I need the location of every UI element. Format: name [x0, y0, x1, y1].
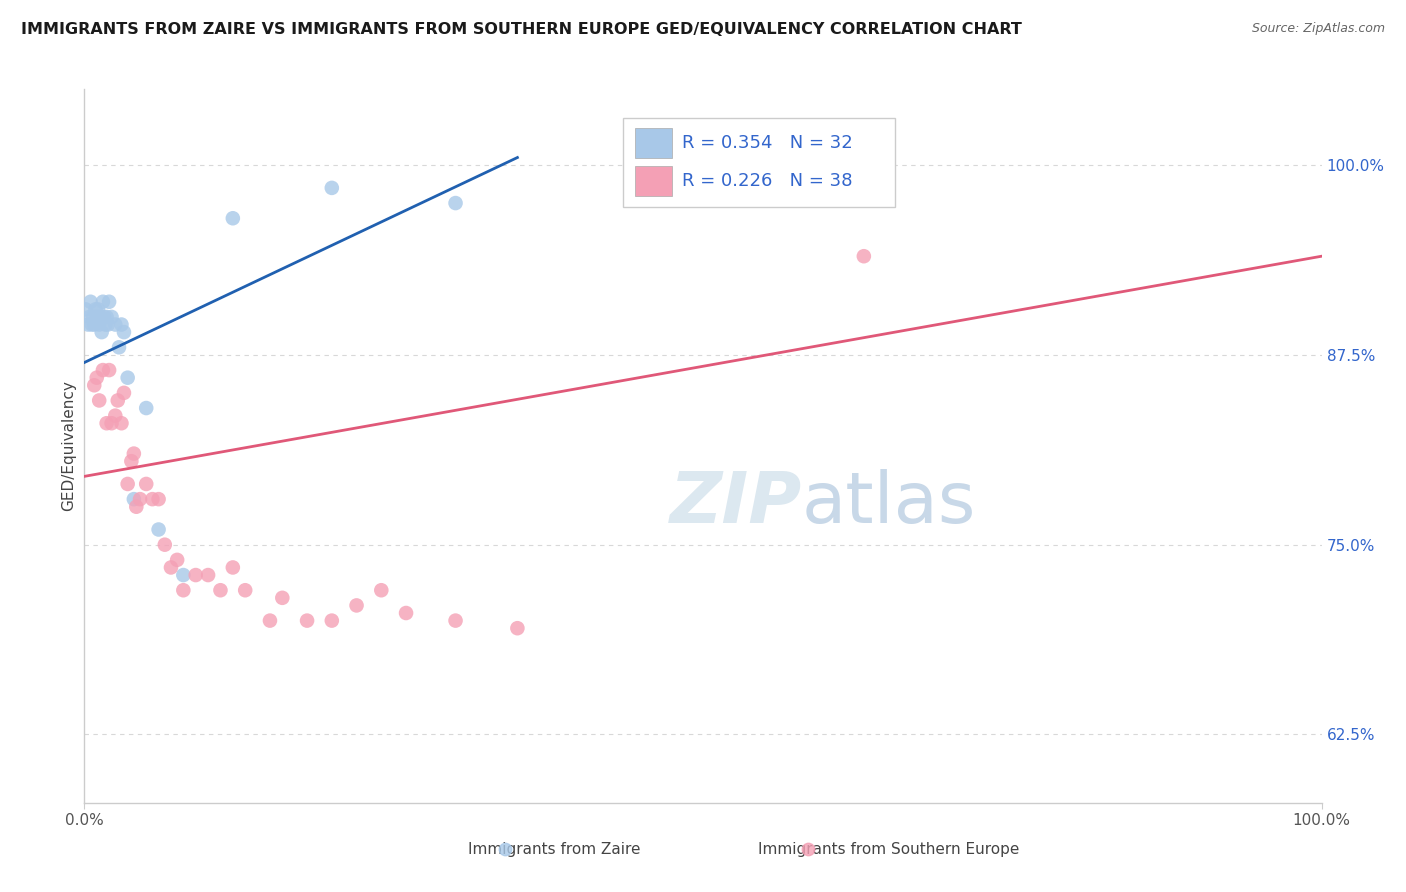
Point [852, 249, 875, 263]
Point [141, 492, 163, 507]
FancyBboxPatch shape [636, 128, 672, 159]
Point [129, 492, 152, 507]
Point [209, 583, 232, 598]
Point [166, 553, 188, 567]
Point [100, 310, 122, 324]
Point [271, 591, 294, 605]
Point [86, 370, 108, 384]
Point [80, 318, 103, 332]
Text: R = 0.354   N = 32: R = 0.354 N = 32 [682, 135, 852, 153]
Point [82, 310, 104, 324]
Point [135, 477, 157, 491]
Point [94, 318, 117, 332]
Point [93, 310, 115, 324]
Point [89, 310, 111, 324]
Point [97, 318, 120, 332]
Point [112, 325, 135, 339]
Point [135, 401, 157, 415]
Point [117, 477, 139, 491]
Point [83, 378, 105, 392]
Point [233, 583, 256, 598]
Point [153, 538, 176, 552]
Point [222, 211, 245, 226]
Text: ZIP: ZIP [669, 468, 801, 538]
Point [172, 568, 194, 582]
Point [104, 409, 127, 423]
Point [91, 363, 114, 377]
Text: IMMIGRANTS FROM ZAIRE VS IMMIGRANTS FROM SOUTHERN EUROPE GED/EQUIVALENCY CORRELA: IMMIGRANTS FROM ZAIRE VS IMMIGRANTS FROM… [21, 22, 1022, 37]
FancyBboxPatch shape [623, 118, 894, 207]
Point [86, 310, 108, 324]
Point [110, 416, 132, 430]
Y-axis label: GED/Equivalency: GED/Equivalency [60, 381, 76, 511]
Point [148, 492, 170, 507]
Point [120, 454, 142, 468]
Point [89, 393, 111, 408]
Point [89, 318, 111, 332]
Point [148, 523, 170, 537]
Text: R = 0.226   N = 38: R = 0.226 N = 38 [682, 172, 852, 190]
Point [112, 385, 135, 400]
Point [222, 560, 245, 574]
Point [370, 583, 392, 598]
Point [96, 310, 118, 324]
Point [122, 492, 145, 507]
Point [91, 294, 114, 309]
Text: Source: ZipAtlas.com: Source: ZipAtlas.com [1251, 22, 1385, 36]
Point [96, 416, 118, 430]
Point [107, 393, 129, 408]
Point [77, 318, 100, 332]
FancyBboxPatch shape [636, 166, 672, 196]
Point [321, 181, 343, 195]
Point [117, 370, 139, 384]
Point [295, 614, 318, 628]
Point [444, 614, 467, 628]
Point [160, 560, 183, 574]
Point [84, 302, 107, 317]
Point [87, 302, 110, 317]
Text: atlas: atlas [801, 468, 976, 538]
Point [90, 325, 112, 339]
Point [75, 302, 97, 317]
Point [79, 310, 101, 324]
Point [83, 318, 105, 332]
Point [108, 340, 131, 354]
Point [346, 599, 368, 613]
Point [172, 583, 194, 598]
Point [98, 294, 121, 309]
Text: Immigrants from Southern Europe: Immigrants from Southern Europe [758, 842, 1019, 856]
Point [259, 614, 281, 628]
Point [110, 318, 132, 332]
Point [395, 606, 418, 620]
Point [104, 318, 127, 332]
Point [184, 568, 207, 582]
Point [197, 568, 219, 582]
Point [506, 621, 529, 635]
Point [98, 363, 121, 377]
Point [444, 196, 467, 211]
Point [122, 447, 145, 461]
Point [79, 294, 101, 309]
Text: Immigrants from Zaire: Immigrants from Zaire [468, 842, 641, 856]
Point [125, 500, 148, 514]
Point [321, 614, 343, 628]
Point [100, 416, 122, 430]
